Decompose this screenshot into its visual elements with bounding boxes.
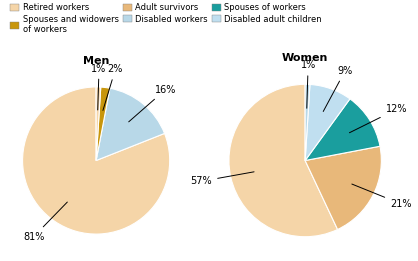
Text: 57%: 57%	[191, 172, 254, 186]
Wedge shape	[23, 87, 170, 234]
Text: 2%: 2%	[103, 64, 123, 110]
Legend: Retired workers, Spouses and widowers
of workers, Adult survivors, Disabled work: Retired workers, Spouses and widowers of…	[8, 2, 324, 36]
Wedge shape	[305, 99, 380, 161]
Wedge shape	[229, 84, 338, 237]
Wedge shape	[305, 146, 381, 229]
Wedge shape	[305, 84, 310, 161]
Title: Men: Men	[83, 56, 110, 66]
Wedge shape	[305, 85, 350, 161]
Text: 12%: 12%	[349, 104, 407, 133]
Text: 1%: 1%	[92, 64, 107, 110]
Wedge shape	[96, 87, 110, 161]
Wedge shape	[96, 88, 165, 161]
Text: 21%: 21%	[352, 184, 412, 209]
Text: 16%: 16%	[129, 85, 176, 122]
Text: 9%: 9%	[323, 66, 353, 111]
Title: Women: Women	[282, 53, 328, 63]
Text: 81%: 81%	[23, 202, 67, 242]
Wedge shape	[96, 87, 101, 161]
Text: 1%: 1%	[301, 60, 316, 108]
